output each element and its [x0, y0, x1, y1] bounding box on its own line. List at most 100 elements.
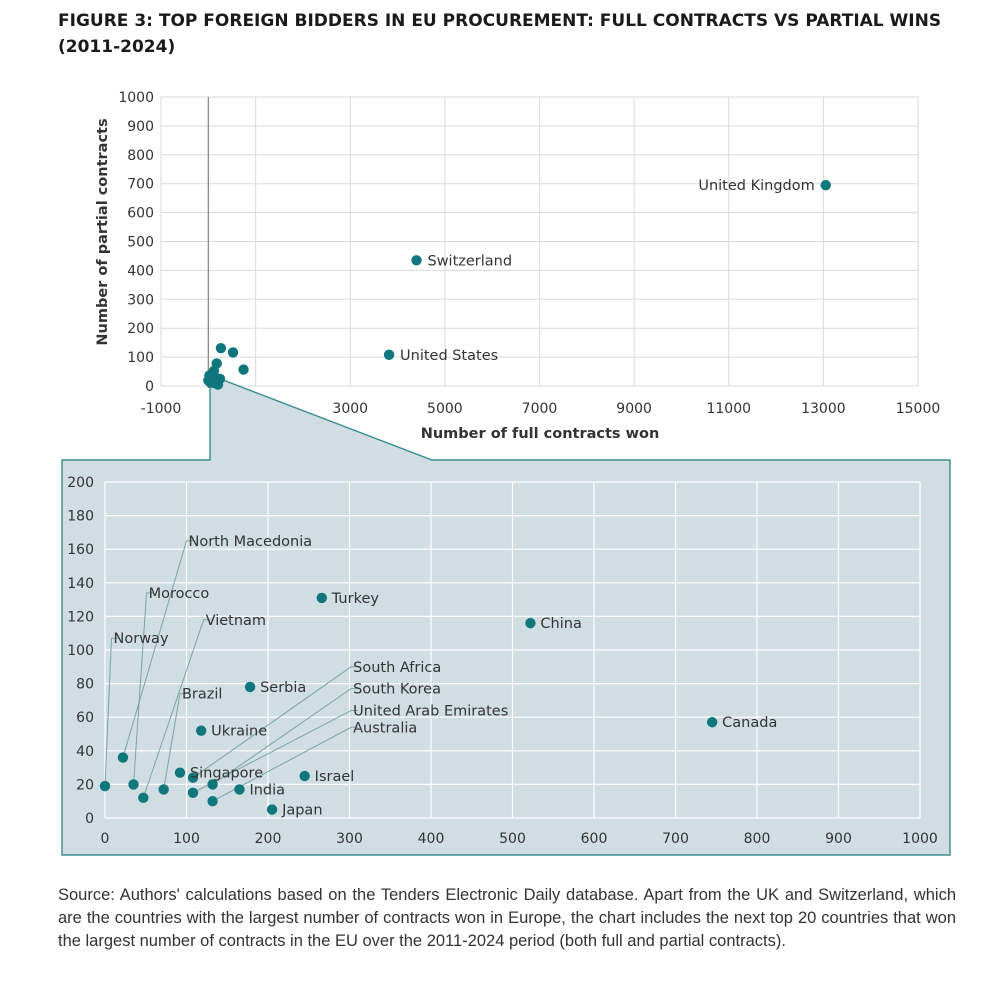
leader-line-norway [104, 637, 119, 787]
inset-label-norway: Norway [114, 631, 169, 647]
inset-y-tick-label: 60 [76, 710, 94, 726]
inset-x-tick-label: 700 [662, 831, 689, 847]
main-y-tick-label: 400 [127, 263, 154, 279]
inset-point-ukraine [195, 725, 207, 736]
inset-points [99, 592, 718, 815]
inset-point-singapore [174, 767, 186, 778]
inset-point-turkey [316, 592, 327, 604]
inset-y-tick-label: 180 [67, 509, 94, 525]
inset-label-israel: Israel [315, 769, 355, 785]
main-x-axis-label: Number of full contracts won [421, 426, 660, 442]
inset-label-india: India [249, 782, 285, 798]
inset-label-singapore: Singapore [190, 766, 263, 782]
inset-label-ukraine: Ukraine [211, 724, 267, 740]
main-y-tick-label: 300 [127, 292, 154, 308]
inset-label-serbia: Serbia [260, 680, 306, 696]
figure-title: FIGURE 3: TOP FOREIGN BIDDERS IN EU PROC… [58, 11, 942, 57]
inset-point-south-korea [207, 779, 218, 790]
inset-x-tick-label: 400 [418, 831, 445, 847]
inset-label-turkey: Turkey [331, 591, 380, 607]
inset-x-tick-label: 100 [173, 831, 200, 847]
inset-label-north-macedonia: North Macedonia [189, 534, 313, 550]
inset-point-vietnam [138, 792, 149, 804]
inset-label-japan: Japan [281, 803, 322, 819]
inset-scatter-chart: 0 20 40 60 80 100 120 140 160 180 200 0 100 200 300 40… [67, 475, 938, 847]
inset-point-united-arab-emirates [187, 787, 199, 798]
inset-point-australia [207, 796, 218, 807]
inset-point-india [234, 784, 245, 795]
inset-label-united-arab-emirates: United Arab Emirates [353, 703, 508, 719]
main-point-united-states [383, 349, 395, 360]
inset-grid [104, 481, 921, 819]
main-y-tick-label: 500 [127, 235, 154, 251]
main-y-tick-label: 100 [127, 350, 154, 366]
inset-y-tick-label: 140 [67, 576, 94, 592]
leader-line-united-arab-emirates [192, 709, 359, 794]
main-x-tick-label: 7000 [522, 401, 558, 417]
inset-x-tick-label: 600 [581, 831, 608, 847]
main-y-tick-label: 0 [145, 379, 154, 395]
main-grid [160, 96, 919, 388]
main-points [203, 179, 831, 390]
main-x-tick-label: 3000 [332, 401, 368, 417]
main-label-united-kingdom: United Kingdom [698, 178, 814, 194]
main-x-tick-label: 9000 [616, 401, 652, 417]
inset-label-canada: Canada [722, 715, 777, 731]
inset-point-south-africa [187, 772, 199, 783]
inset-point-israel [299, 770, 310, 782]
leader-line-brazil [163, 693, 187, 790]
main-x-axis: -100010003000500070009000110001300015000 [141, 401, 941, 417]
inset-label-vietnam: Vietnam [206, 613, 266, 629]
main-y-tick-label: 600 [127, 206, 154, 222]
inset-point-norway [99, 780, 111, 792]
main-y-tick-label: 800 [127, 148, 154, 164]
main-y-axis-label: Number of partial contracts [95, 118, 111, 345]
inset-y-tick-label: 0 [85, 811, 94, 827]
leader-line-morocco [133, 592, 154, 785]
main-x-tick-label: -1000 [141, 401, 182, 417]
leader-line-vietnam [142, 619, 211, 799]
inset-x-tick-label: 0 [101, 831, 110, 847]
inset-point-canada [706, 717, 718, 728]
main-point-switzerland [411, 255, 422, 266]
inset-x-tick-label: 200 [255, 831, 282, 847]
inset-x-tick-label: 1000 [902, 831, 938, 847]
main-x-tick-label: 13000 [801, 401, 846, 417]
main-point [203, 375, 214, 386]
inset-y-tick-label: 200 [67, 475, 94, 491]
inset-x-tick-label: 300 [336, 831, 363, 847]
inset-y-tick-label: 160 [67, 542, 94, 558]
inset-x-axis: 0 100 200 300 400 500 600 700 800 900 1000 [101, 831, 938, 847]
inset-point-japan [266, 804, 278, 815]
inset-point-serbia [244, 681, 256, 693]
inset-x-tick-label: 900 [825, 831, 852, 847]
leader-line-australia [212, 726, 359, 802]
main-y-tick-label: 700 [127, 177, 154, 193]
leader-line-south-korea [212, 688, 359, 785]
main-y-axis: 0 100 200 300 400 500 600 700 800 900 1000 [118, 90, 154, 395]
zoom-callout [61, 373, 951, 856]
inset-x-tick-label: 800 [744, 831, 771, 847]
main-label-united-states: United States [400, 348, 498, 364]
main-point [227, 347, 239, 358]
inset-leader-lines [104, 540, 359, 802]
main-point-united-kingdom [820, 179, 831, 191]
inset-label-australia: Australia [353, 720, 417, 736]
inset-y-tick-label: 100 [67, 643, 94, 659]
zoom-callout-shape [61, 373, 951, 856]
main-x-tick-label: 11000 [706, 401, 751, 417]
inset-y-tick-label: 20 [76, 777, 94, 793]
inset-label-south-africa: South Africa [353, 660, 441, 676]
inset-point-north-macedonia [117, 752, 129, 763]
main-x-tick-label: 15000 [896, 401, 941, 417]
inset-y-tick-label: 80 [76, 677, 94, 693]
inset-label-south-korea: South Korea [353, 682, 441, 698]
leader-line-north-macedonia [122, 540, 194, 758]
main-point [238, 364, 249, 375]
inset-label-brazil: Brazil [182, 687, 222, 703]
main-y-tick-label: 900 [127, 119, 154, 135]
leader-line-south-africa [192, 666, 359, 779]
main-point-labels: United Kingdom Switzerland United States [400, 178, 815, 364]
main-label-switzerland: Switzerland [427, 253, 512, 269]
inset-point-morocco [128, 779, 139, 790]
